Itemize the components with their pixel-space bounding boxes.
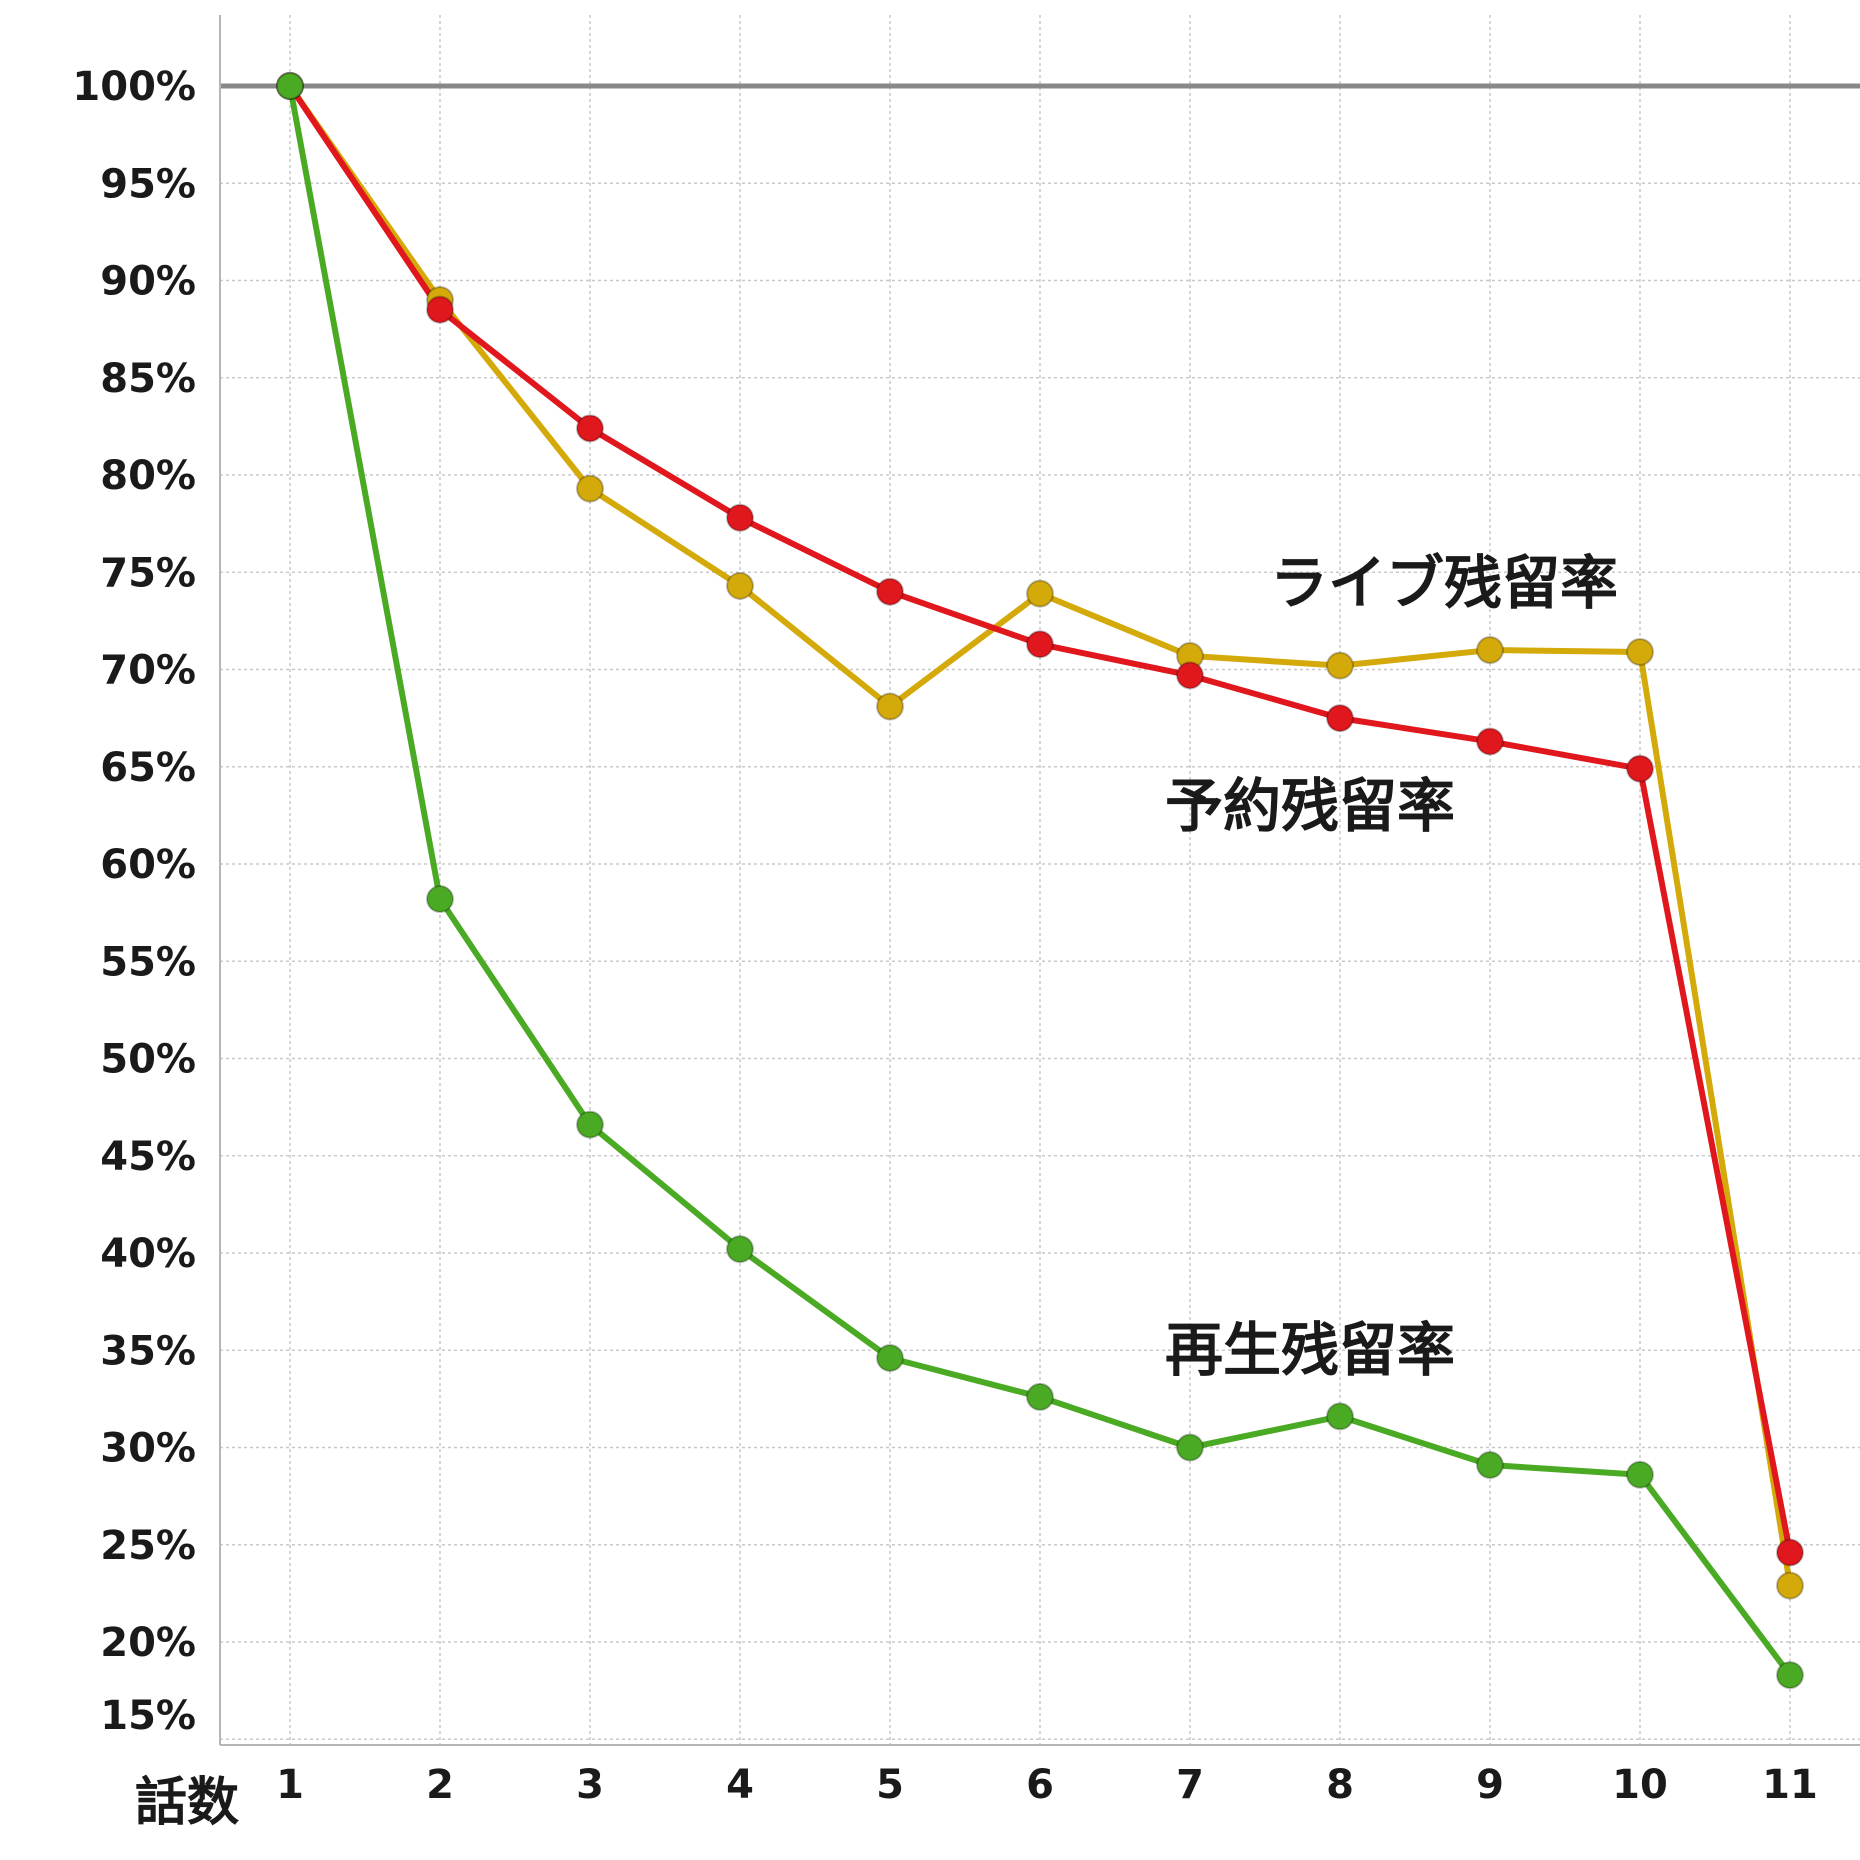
series-2-point <box>876 1344 904 1373</box>
y-tick-label: 95% <box>100 161 196 207</box>
series-1-point <box>1176 661 1204 690</box>
y-tick-label: 55% <box>100 939 196 985</box>
series-2-point <box>1326 1402 1354 1431</box>
series-1-point <box>726 503 754 532</box>
series-1-point <box>1626 754 1654 783</box>
y-tick-label: 65% <box>100 745 196 791</box>
y-tick-label: 85% <box>100 356 196 402</box>
series-label-reservation: 予約残留率 <box>1165 772 1455 840</box>
series-0-point <box>726 571 754 600</box>
series-2-point <box>1026 1382 1054 1411</box>
series-2-point <box>1626 1460 1654 1489</box>
y-tick-label: 35% <box>100 1328 196 1374</box>
y-tick-label: 50% <box>100 1037 196 1083</box>
series-0-point <box>1776 1571 1804 1600</box>
series-1-point <box>1476 727 1504 756</box>
x-tick-label: 3 <box>576 1762 604 1808</box>
series-points <box>276 72 1804 1690</box>
series-2-point <box>1776 1661 1804 1690</box>
series-2-point <box>726 1235 754 1264</box>
x-tick-label: 8 <box>1326 1762 1354 1808</box>
series-0-point <box>1326 651 1354 680</box>
series-1-point <box>426 295 454 324</box>
series-2-point <box>426 885 454 914</box>
series-label-live: ライブ残留率 <box>1270 549 1618 617</box>
series-2-point <box>1476 1451 1504 1480</box>
x-tick-label: 2 <box>426 1762 454 1808</box>
series-1-point <box>1776 1538 1804 1567</box>
series-2-point <box>276 72 304 100</box>
x-tick-label: 7 <box>1176 1762 1204 1808</box>
x-tick-label: 9 <box>1476 1762 1504 1808</box>
x-tick-label: 11 <box>1762 1762 1818 1808</box>
series-1-point <box>1326 704 1354 733</box>
series-1-point <box>576 414 604 443</box>
series-2-point <box>1176 1433 1204 1462</box>
x-axis-title: 話数 <box>135 1773 239 1833</box>
series-0-point <box>876 692 904 721</box>
y-tick-label: 90% <box>100 259 196 305</box>
y-tick-label: 15% <box>100 1693 196 1739</box>
y-tick-label: 60% <box>100 842 196 888</box>
x-tick-label: 6 <box>1026 1762 1054 1808</box>
y-tick-label: 25% <box>100 1523 196 1569</box>
y-tick-label: 30% <box>100 1426 196 1472</box>
series-label-playback: 再生残留率 <box>1165 1316 1455 1384</box>
x-tick-label: 1 <box>276 1762 304 1808</box>
y-tick-label: 45% <box>100 1134 196 1180</box>
x-tick-label: 4 <box>726 1762 754 1808</box>
x-tick-label: 5 <box>876 1762 904 1808</box>
series-0-point <box>1026 579 1054 608</box>
y-tick-label: 20% <box>100 1620 196 1666</box>
vertical-gridlines <box>289 15 1791 1745</box>
series-2-point <box>576 1110 604 1139</box>
y-tick-label: 80% <box>100 453 196 499</box>
y-tick-labels: 100% 95% 90% 85% 80% 75% 70% 65% 60% 55% 50% 45% 40%… <box>72 64 196 1739</box>
x-tick-label: 10 <box>1612 1762 1668 1808</box>
series-0-point <box>1476 636 1504 665</box>
x-tick-labels: 1 2 3 4 5 6 7 8 9 10 11 <box>276 1762 1818 1808</box>
series-0-point <box>576 474 604 503</box>
y-tick-label: 40% <box>100 1231 196 1277</box>
series-1-point <box>1026 630 1054 659</box>
y-tick-label: 75% <box>100 550 196 596</box>
series-0-point <box>1626 637 1654 666</box>
y-tick-label: 100% <box>72 64 196 110</box>
series-1-point <box>876 577 904 606</box>
y-tick-label: 70% <box>100 648 196 694</box>
